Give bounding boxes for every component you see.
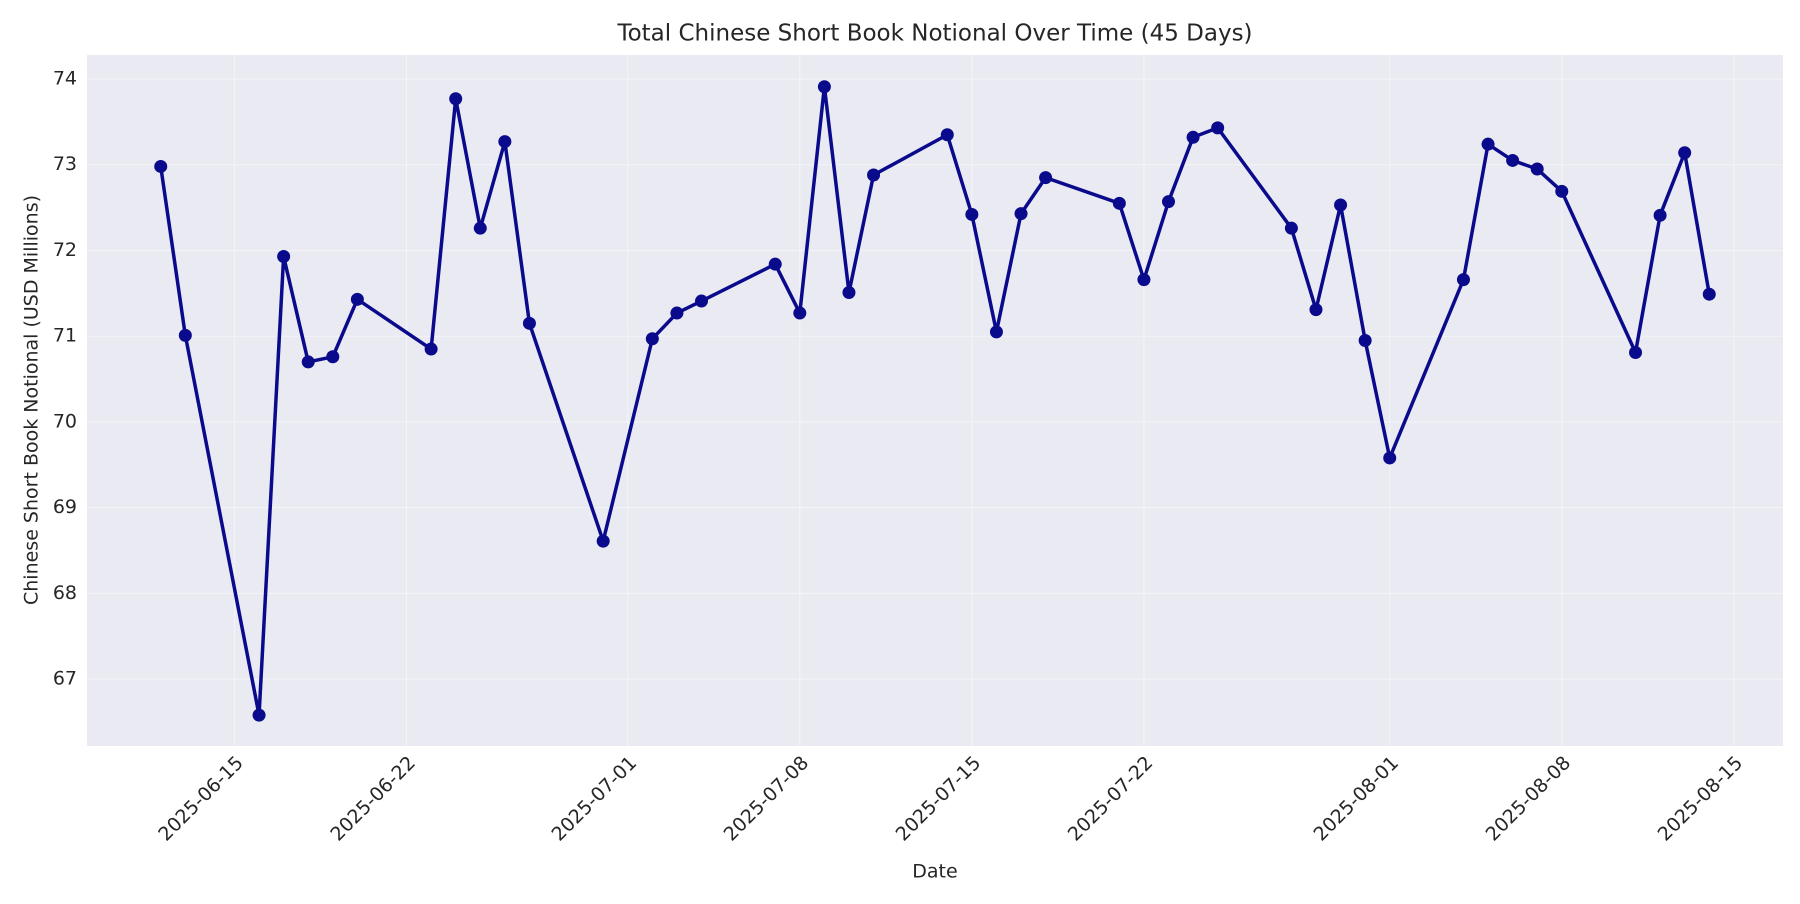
x-tick-label: 2025-06-15 <box>154 752 248 846</box>
data-point <box>1678 146 1692 160</box>
data-point <box>252 708 266 722</box>
data-point <box>1309 303 1323 317</box>
data-point <box>277 249 291 263</box>
y-tick-label: 74 <box>53 68 77 90</box>
x-tick-label: 2025-08-15 <box>1654 752 1748 846</box>
y-tick-label: 69 <box>53 496 77 518</box>
x-tick-label: 2025-07-01 <box>548 752 642 846</box>
plot-area <box>87 55 1783 746</box>
data-point <box>1629 345 1643 359</box>
data-point <box>768 257 782 271</box>
data-point <box>301 355 315 369</box>
data-point <box>1506 153 1520 167</box>
data-point <box>842 285 856 299</box>
data-point <box>989 325 1003 339</box>
data-point <box>1555 184 1569 198</box>
x-tick-label: 2025-07-08 <box>720 752 814 846</box>
y-axis-label: Chinese Short Book Notional (USD Million… <box>21 195 43 605</box>
data-point <box>1530 162 1544 176</box>
data-point <box>645 332 659 346</box>
x-tick-label: 2025-07-15 <box>892 752 986 846</box>
data-point <box>1334 198 1348 212</box>
data-point <box>1039 171 1053 185</box>
data-point <box>694 294 708 308</box>
data-point <box>1112 196 1126 210</box>
data-point <box>498 135 512 149</box>
data-point <box>178 328 192 342</box>
y-tick-label: 73 <box>53 153 77 175</box>
data-point <box>1186 130 1200 144</box>
y-tick-label: 71 <box>53 325 77 347</box>
data-point <box>1653 208 1667 222</box>
data-point <box>940 128 954 142</box>
data-point <box>424 342 438 356</box>
x-axis-label: Date <box>912 861 957 883</box>
x-tick-label: 2025-08-01 <box>1310 752 1404 846</box>
data-point <box>1137 273 1151 287</box>
chart-title: Total Chinese Short Book Notional Over T… <box>616 21 1252 47</box>
data-point <box>1284 221 1298 235</box>
y-tick-label: 68 <box>53 582 77 604</box>
data-point <box>1358 333 1372 347</box>
data-point <box>1211 121 1225 135</box>
y-tick-label: 67 <box>53 668 77 690</box>
y-tick-label: 72 <box>53 239 77 261</box>
data-point <box>522 316 536 330</box>
data-point <box>449 92 463 106</box>
data-point <box>326 350 340 364</box>
data-point <box>350 292 364 306</box>
data-point <box>1014 207 1028 221</box>
data-point <box>1481 137 1495 151</box>
data-point <box>1383 451 1397 465</box>
data-point <box>473 221 487 235</box>
data-point <box>793 306 807 320</box>
data-point <box>596 534 610 548</box>
x-tick-label: 2025-06-22 <box>326 752 420 846</box>
data-point <box>1162 195 1176 209</box>
data-point <box>154 159 168 173</box>
data-point <box>965 207 979 221</box>
x-tick-label: 2025-07-22 <box>1064 752 1158 846</box>
y-tick-label: 70 <box>53 410 77 432</box>
data-point <box>1456 273 1470 287</box>
data-point <box>817 80 831 94</box>
data-point <box>1702 287 1716 301</box>
x-tick-label: 2025-08-08 <box>1482 752 1576 846</box>
data-point <box>867 168 881 182</box>
data-point <box>670 306 684 320</box>
